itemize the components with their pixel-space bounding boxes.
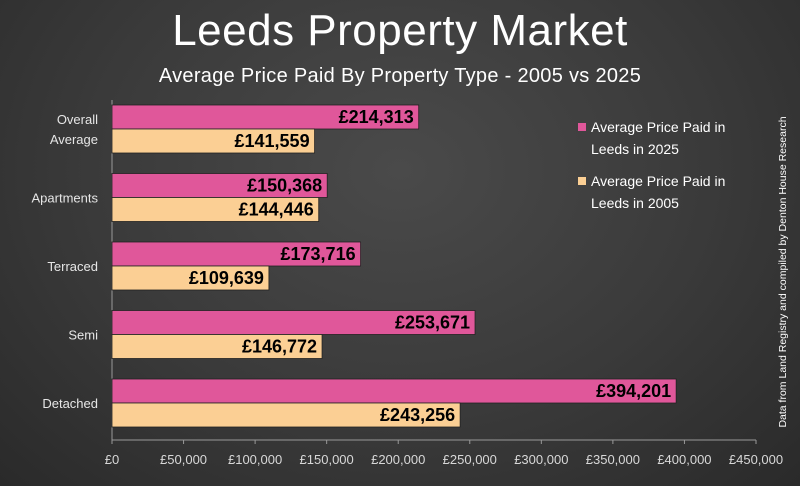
bar-2005 [111,128,315,154]
bar-2005 [111,402,461,428]
category-label: Average [50,132,98,147]
category-label: Apartments [32,191,99,206]
chart-subtitle: Average Price Paid By Property Type - 20… [158,65,642,87]
legend-entry: Average Price Paid in [591,119,725,135]
x-tick-label: £350,000 [586,452,640,467]
legend-entry: Leeds in 2025 [591,141,679,157]
x-tick-label: £450,000 [729,452,783,467]
bar-2025 [111,378,677,404]
bar-2025 [111,104,420,130]
x-tick-label: £100,000 [228,452,282,467]
x-tick-label: £200,000 [371,452,425,467]
category-label: Detached [42,396,98,411]
data-label: £146,772 [242,337,317,357]
data-label: £214,313 [339,107,414,127]
x-tick-label: £250,000 [443,452,497,467]
bar-2005 [111,265,270,291]
legend-entry: Average Price Paid in [591,173,725,189]
data-label: £150,368 [247,176,322,196]
x-tick-label: £400,000 [657,452,711,467]
data-label: £253,671 [395,313,470,333]
category-label: Terraced [47,259,98,274]
source-note: Data from Land Registry and compiled by … [777,116,789,428]
category-label: Semi [68,328,98,343]
x-tick-label: £300,000 [514,452,568,467]
data-label: £144,446 [239,200,314,220]
chart-title: Leeds Property Market [172,6,628,55]
bar-2005 [111,197,320,222]
category-label: Overall [57,112,98,127]
legend-entry: Leeds in 2005 [591,195,679,211]
data-label: £243,256 [380,405,455,425]
data-label: £173,716 [281,244,356,264]
bar-2025 [111,241,362,267]
data-label: £109,639 [189,268,264,288]
bar-2005 [111,334,323,359]
x-tick-label: £0 [105,452,119,467]
legend-swatch [578,123,586,131]
data-label: £141,559 [235,131,310,151]
legend-swatch [578,177,586,185]
bar-2025 [111,173,328,198]
x-tick-label: £50,000 [160,452,207,467]
x-tick-label: £150,000 [300,452,354,467]
data-label: £394,201 [596,381,671,401]
